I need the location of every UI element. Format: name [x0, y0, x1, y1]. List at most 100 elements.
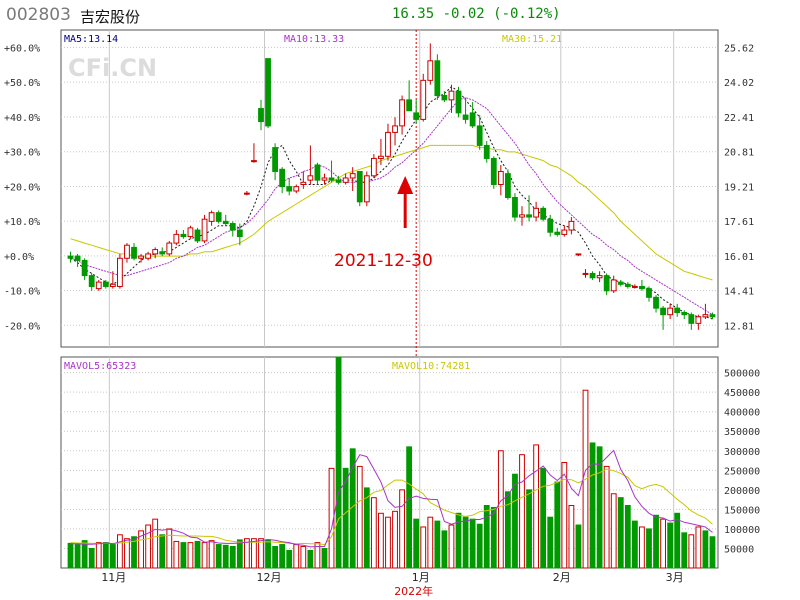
- volume-tick-label: 50000: [724, 544, 754, 555]
- candle-body: [646, 288, 652, 298]
- candle-body: [448, 90, 455, 101]
- volume-bar: [476, 523, 483, 569]
- volume-bar: [490, 506, 497, 569]
- candle-body: [335, 179, 342, 183]
- volume-bar: [208, 540, 215, 569]
- ma5-line: [70, 86, 713, 320]
- volume-bar: [483, 504, 490, 569]
- candle-body: [117, 257, 123, 287]
- volume-bar: [533, 444, 540, 569]
- candle-body: [208, 212, 215, 222]
- candle-body: [455, 90, 462, 114]
- percent-tick-label: +30.0%: [4, 148, 40, 159]
- candle-body: [363, 175, 370, 203]
- candle-body: [512, 197, 518, 218]
- price-tick-label: 24.02: [724, 78, 754, 89]
- price-panel: CFi.CN 25.62 +60.0% 24.02 +50.0% 22.41 +40.0% 2…: [4, 29, 754, 568]
- candle-body: [159, 251, 166, 255]
- month-label: 3月: [666, 571, 684, 584]
- candle-body: [286, 186, 293, 192]
- volume-bar: [709, 536, 716, 569]
- ma30-line: [70, 144, 713, 281]
- price-tick-label: 25.62: [724, 43, 754, 54]
- volume-bar: [272, 546, 279, 569]
- candle-body: [427, 60, 434, 81]
- volume-bar: [300, 546, 307, 569]
- volume-tick-label: 200000: [724, 486, 760, 497]
- volume-bar: [88, 547, 95, 569]
- volume-bar: [646, 528, 652, 569]
- volume-bar: [74, 544, 81, 569]
- volume-bar: [335, 356, 342, 569]
- candle-body: [251, 160, 257, 163]
- candle-body: [681, 312, 688, 316]
- volume-bar: [427, 516, 434, 569]
- candle-body: [399, 99, 405, 127]
- candle-body: [575, 253, 582, 256]
- candle-body: [265, 58, 271, 127]
- volume-bar: [589, 442, 596, 569]
- candle-body: [483, 144, 490, 159]
- volume-tick-label: 100000: [724, 525, 760, 536]
- volume-bar: [441, 530, 448, 569]
- ma10-line: [70, 97, 713, 316]
- candle-body: [617, 281, 624, 285]
- candle-body: [385, 131, 391, 157]
- candle-body: [406, 99, 413, 112]
- volume-bar: [575, 524, 582, 569]
- candle-body: [561, 229, 568, 235]
- candle-body: [356, 170, 363, 203]
- candle-body: [272, 147, 279, 172]
- volume-bar: [561, 462, 568, 569]
- candle-body: [469, 112, 476, 127]
- legend-ma10: MA10:13.33: [284, 34, 344, 45]
- time-axis: 11月 12月 1月 2月 3月 2022年: [101, 571, 683, 598]
- volume-bar: [236, 539, 243, 569]
- mavol5-line: [70, 449, 713, 548]
- volume-bar: [201, 542, 208, 569]
- volume-bar: [526, 489, 532, 569]
- candle-body: [639, 285, 645, 290]
- price-tick-label: 14.41: [724, 287, 754, 298]
- price-tick-label: 17.61: [724, 217, 754, 228]
- candle-body: [173, 233, 180, 244]
- volume-bar: [462, 516, 469, 569]
- volume-bar: [434, 520, 441, 569]
- volume-bar: [702, 530, 709, 569]
- candle-body: [582, 272, 589, 275]
- candle-body: [194, 229, 201, 242]
- candle-body: [166, 242, 173, 255]
- volume-bar: [385, 516, 391, 569]
- candle-body: [631, 285, 638, 288]
- volume-bar: [145, 524, 152, 569]
- volume-tick-label: 350000: [724, 427, 760, 438]
- legend-mavol10: MAVOL10:74281: [392, 361, 470, 372]
- candle-body: [215, 212, 222, 222]
- year-label: 2022年: [394, 584, 433, 598]
- volume-bar: [138, 530, 144, 569]
- volume-bar: [624, 504, 631, 569]
- volume-bar: [540, 467, 547, 569]
- candle-body: [201, 218, 208, 242]
- price-tick-label: 12.81: [724, 321, 754, 332]
- volume-bar: [124, 538, 130, 569]
- month-label: 2月: [553, 571, 571, 584]
- volume-bar: [258, 538, 264, 569]
- percent-tick-label: +50.0%: [4, 78, 40, 89]
- percent-tick-label: -20.0%: [4, 321, 40, 332]
- candle-body: [526, 214, 532, 218]
- candle-body: [187, 227, 194, 238]
- legend-ma5: MA5:13.14: [64, 34, 118, 45]
- volume-bar: [265, 539, 271, 569]
- volume-tick-label: 450000: [724, 388, 760, 399]
- volume-bar: [286, 549, 293, 569]
- volume-bar: [455, 512, 462, 569]
- volume-bar: [617, 497, 624, 569]
- candle-body: [95, 281, 102, 290]
- volume-bar: [102, 542, 109, 569]
- volume-bar: [321, 547, 328, 569]
- candle-body: [152, 249, 159, 255]
- month-label: 12月: [257, 571, 282, 584]
- candle-body: [300, 181, 307, 185]
